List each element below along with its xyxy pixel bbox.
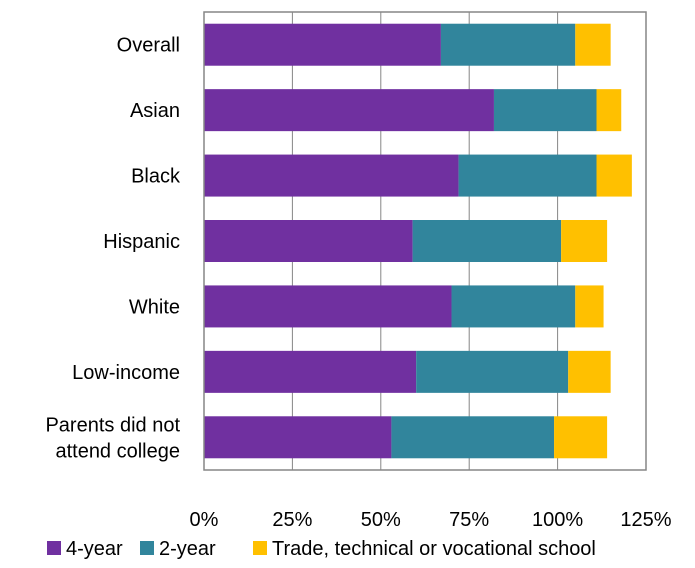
category-label-3: Black — [131, 166, 181, 188]
bar-1-5 — [204, 285, 452, 328]
category-label-7-line-1: Parents did not — [45, 414, 180, 436]
bar-3-7 — [554, 416, 608, 459]
x-tick-label-100: 100% — [532, 509, 583, 531]
bars — [204, 23, 632, 459]
bar-3-2 — [596, 89, 622, 132]
category-label-4: Hispanic — [103, 231, 180, 253]
plot-area-border — [203, 11, 647, 471]
bar-1-2 — [204, 89, 494, 132]
x-tick-label-50: 50% — [361, 509, 401, 531]
legend-label-3: Trade, technical or vocational school — [272, 538, 596, 560]
bar-3-6 — [568, 350, 611, 393]
category-labels: Overall Asian Black Hispanic White Low-income… — [45, 35, 181, 463]
bar-2-4 — [412, 220, 562, 262]
bar-3-3 — [596, 154, 632, 197]
legend-swatch-3 — [253, 541, 267, 555]
bar-2-1 — [440, 23, 576, 66]
bar-2-6 — [416, 350, 569, 393]
legend-swatch-2 — [140, 541, 154, 555]
legend-label-1: 4-year — [66, 538, 123, 560]
bar-3-4 — [561, 220, 608, 262]
legend-swatch-1 — [47, 541, 61, 555]
bar-2-3 — [458, 154, 597, 197]
legend-label-2: 2-year — [159, 538, 216, 560]
category-label-2: Asian — [130, 100, 180, 122]
x-tick-label-0: 0% — [190, 509, 219, 531]
bar-3-5 — [575, 285, 604, 328]
x-tick-label-125: 125% — [620, 509, 671, 531]
bar-2-2 — [493, 89, 597, 132]
bar-2-7 — [391, 416, 555, 459]
bar-1-3 — [204, 154, 459, 197]
x-axis-tick-labels: 0% 25% 50% 75% 100% 125% — [190, 509, 672, 531]
x-tick-label-75: 75% — [449, 509, 489, 531]
bar-3-1 — [575, 23, 611, 66]
legend: 4-year 2-year Trade, technical or vocation… — [47, 538, 596, 560]
bar-1-1 — [204, 23, 441, 66]
x-tick-label-25: 25% — [272, 509, 312, 531]
category-label-1: Overall — [117, 35, 180, 57]
bar-1-4 — [204, 220, 413, 262]
bar-1-6 — [204, 350, 417, 393]
bar-2-5 — [451, 285, 576, 328]
category-label-7-line-2: attend college — [55, 440, 180, 462]
category-label-5: White — [129, 296, 180, 318]
category-label-6: Low-income — [72, 362, 180, 384]
bar-1-7 — [204, 416, 392, 459]
